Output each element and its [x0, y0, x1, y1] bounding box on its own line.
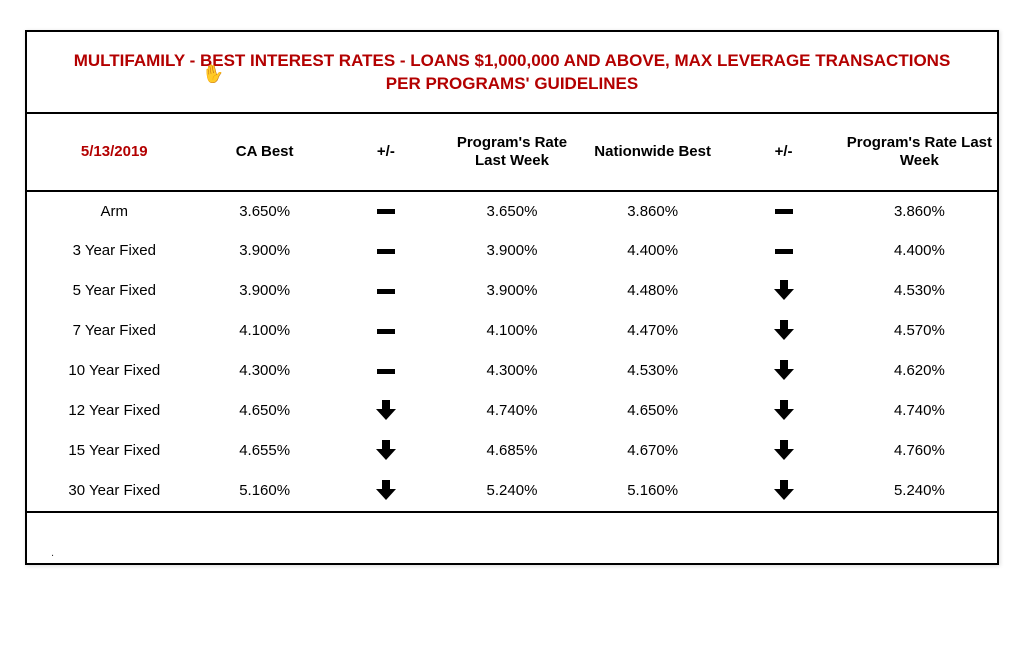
flat-icon — [775, 249, 793, 254]
table-row: 10 Year Fixed4.300%4.300%4.530%4.620% — [27, 351, 997, 391]
cell-term: 3 Year Fixed — [27, 231, 202, 271]
cell-direction-2 — [725, 391, 841, 431]
cell-direction-2 — [725, 271, 841, 311]
cell-direction-1 — [328, 431, 444, 471]
cell-direction-2 — [725, 191, 841, 231]
cell-rl2: 4.760% — [842, 431, 997, 471]
header-plus-minus-1: +/- — [328, 114, 444, 191]
table-row: 3 Year Fixed3.900%3.900%4.400%4.400% — [27, 231, 997, 271]
cell-term: Arm — [27, 191, 202, 231]
cell-rl2: 5.240% — [842, 471, 997, 511]
table-row: 30 Year Fixed5.160%5.240%5.160%5.240% — [27, 471, 997, 511]
header-plus-minus-2: +/- — [725, 114, 841, 191]
cell-ca: 3.900% — [202, 271, 328, 311]
cell-nw: 4.670% — [580, 431, 726, 471]
cell-nw: 4.400% — [580, 231, 726, 271]
header-date: 5/13/2019 — [27, 114, 202, 191]
cell-direction-1 — [328, 391, 444, 431]
flat-icon — [377, 249, 395, 254]
cell-rl1: 4.740% — [444, 391, 580, 431]
cell-rl1: 4.100% — [444, 311, 580, 351]
cell-nw: 4.470% — [580, 311, 726, 351]
cell-ca: 4.650% — [202, 391, 328, 431]
flat-icon — [377, 289, 395, 294]
cell-direction-1 — [328, 271, 444, 311]
cell-rl2: 4.620% — [842, 351, 997, 391]
footer-section: . — [27, 513, 997, 563]
title-section: MULTIFAMILY - BEST INTEREST RATES - LOAN… — [27, 32, 997, 114]
cell-direction-1 — [328, 351, 444, 391]
cell-ca: 4.100% — [202, 311, 328, 351]
cell-nw: 4.530% — [580, 351, 726, 391]
cell-ca: 4.300% — [202, 351, 328, 391]
header-rate-last-2: Program's Rate Last Week — [842, 114, 997, 191]
table-row: Arm3.650%3.650%3.860%3.860% — [27, 191, 997, 231]
table-row: 12 Year Fixed4.650%4.740%4.650%4.740% — [27, 391, 997, 431]
cell-rl2: 4.530% — [842, 271, 997, 311]
cell-rl1: 4.300% — [444, 351, 580, 391]
cell-rl1: 3.900% — [444, 231, 580, 271]
cell-direction-1 — [328, 311, 444, 351]
table-section: 5/13/2019 CA Best +/- Program's Rate Las… — [27, 114, 997, 513]
cell-nw: 5.160% — [580, 471, 726, 511]
cell-ca: 3.650% — [202, 191, 328, 231]
rate-table-container: MULTIFAMILY - BEST INTEREST RATES - LOAN… — [25, 30, 999, 565]
cell-ca: 3.900% — [202, 231, 328, 271]
cell-direction-1 — [328, 231, 444, 271]
header-ca-best: CA Best — [202, 114, 328, 191]
cell-rl2: 4.740% — [842, 391, 997, 431]
cell-rl1: 3.650% — [444, 191, 580, 231]
cell-rl1: 4.685% — [444, 431, 580, 471]
cell-direction-2 — [725, 351, 841, 391]
cursor-icon: ✋ — [200, 62, 226, 87]
flat-icon — [377, 369, 395, 374]
flat-icon — [377, 329, 395, 334]
cell-term: 10 Year Fixed — [27, 351, 202, 391]
cell-rl2: 4.400% — [842, 231, 997, 271]
flat-icon — [775, 209, 793, 214]
table-row: 15 Year Fixed4.655% 4.685%4.670% 4.760% — [27, 431, 997, 471]
cell-direction-1 — [328, 191, 444, 231]
cell-term: 5 Year Fixed — [27, 271, 202, 311]
cell-direction-2 — [725, 231, 841, 271]
cell-ca: 5.160% — [202, 471, 328, 511]
header-nationwide-best: Nationwide Best — [580, 114, 726, 191]
cell-ca: 4.655% — [202, 431, 328, 471]
cell-term: 15 Year Fixed — [27, 431, 202, 471]
table-header-row: 5/13/2019 CA Best +/- Program's Rate Las… — [27, 114, 997, 191]
cell-rl2: 4.570% — [842, 311, 997, 351]
header-rate-last-1: Program's Rate Last Week — [444, 114, 580, 191]
cell-rl1: 5.240% — [444, 471, 580, 511]
cell-term: 30 Year Fixed — [27, 471, 202, 511]
cell-direction-2 — [725, 311, 841, 351]
cell-nw: 4.650% — [580, 391, 726, 431]
page-title: MULTIFAMILY - BEST INTEREST RATES - LOAN… — [67, 50, 957, 96]
cell-direction-1 — [328, 471, 444, 511]
table-body: Arm3.650%3.650%3.860%3.860%3 Year Fixed3… — [27, 191, 997, 511]
rates-table: 5/13/2019 CA Best +/- Program's Rate Las… — [27, 114, 997, 511]
cell-rl2: 3.860% — [842, 191, 997, 231]
cell-term: 7 Year Fixed — [27, 311, 202, 351]
flat-icon — [377, 209, 395, 214]
cell-nw: 3.860% — [580, 191, 726, 231]
table-row: 7 Year Fixed4.100%4.100%4.470%4.570% — [27, 311, 997, 351]
cell-nw: 4.480% — [580, 271, 726, 311]
cell-direction-2 — [725, 471, 841, 511]
cell-rl1: 3.900% — [444, 271, 580, 311]
cell-direction-2 — [725, 431, 841, 471]
footer-mark: . — [51, 547, 54, 559]
table-row: 5 Year Fixed3.900%3.900%4.480%4.530% — [27, 271, 997, 311]
cell-term: 12 Year Fixed — [27, 391, 202, 431]
